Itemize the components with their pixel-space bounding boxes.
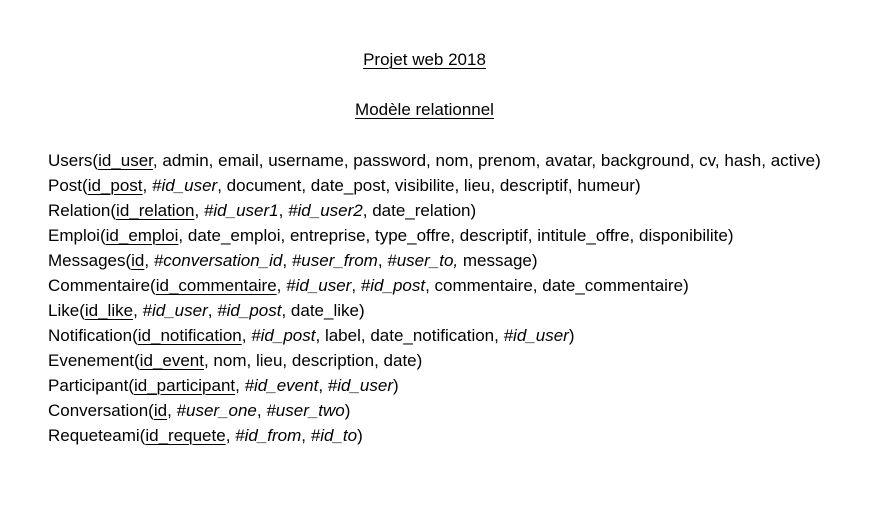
relation-name: Commentaire	[48, 276, 151, 295]
relation-name: Like	[48, 301, 80, 320]
attribute: date_emploi	[187, 226, 281, 245]
attribute: descriptif	[459, 226, 528, 245]
primary-key: id	[153, 401, 168, 420]
foreign-key: #id_user	[503, 326, 569, 345]
document-subtitle: Modèle relationnel	[355, 100, 494, 119]
foreign-key: #id_post	[251, 326, 316, 345]
primary-key: id_emploi	[105, 226, 179, 245]
relation-name: Users	[48, 151, 93, 170]
relation-commentaire: Commentaire(id_commentaire, #id_user, #i…	[48, 276, 689, 295]
foreign-key: #id_user	[327, 376, 393, 395]
attribute: email	[218, 151, 259, 170]
relation-name: Notification	[48, 326, 133, 345]
relation-name: Relation	[48, 201, 111, 220]
attribute: lieu	[463, 176, 491, 195]
attribute: active	[770, 151, 816, 170]
primary-key: id_participant	[134, 376, 236, 395]
attribute: description	[291, 351, 375, 370]
attribute: lieu	[255, 351, 283, 370]
attribute: password	[353, 151, 427, 170]
attribute: disponibilite	[639, 226, 728, 245]
primary-key: id_requete	[145, 426, 226, 445]
foreign-key: #user_two	[266, 401, 345, 420]
relation-name: Requeteami	[48, 426, 140, 445]
primary-key: id	[131, 251, 145, 270]
attribute: humeur	[577, 176, 635, 195]
relation-requeteami: Requeteami(id_requete, #id_from, #id_to)	[48, 426, 363, 445]
relation-relation: Relation(id_relation, #id_user1, #id_use…	[48, 201, 477, 220]
document-title: Projet web 2018	[363, 50, 486, 69]
foreign-key: #id_post	[217, 301, 282, 320]
attribute: date_notification	[370, 326, 495, 345]
relation-messages: Messages(id, #conversation_id, #user_fro…	[48, 251, 538, 270]
relation-name: Evenement	[48, 351, 134, 370]
primary-key: id_user	[98, 151, 153, 170]
foreign-key: #user_one	[176, 401, 257, 420]
relation-conversation: Conversation(id, #user_one, #user_two)	[48, 401, 351, 420]
relation-notification: Notification(id_notification, #id_post, …	[48, 326, 575, 345]
foreign-key: #conversation_id	[153, 251, 283, 270]
attribute: label	[324, 326, 361, 345]
relation-users: Users(id_user, admin, email, username, p…	[48, 151, 821, 170]
attribute: background	[600, 151, 690, 170]
attribute: type_offre	[375, 226, 451, 245]
attribute: admin	[162, 151, 209, 170]
relation-participant: Participant(id_participant, #id_event, #…	[48, 376, 399, 395]
attribute: username	[268, 151, 344, 170]
primary-key: id_event	[139, 351, 204, 370]
attribute: descriptif	[499, 176, 568, 195]
relational-schema: Users(id_user, admin, email, username, p…	[48, 148, 828, 448]
attribute: avatar	[545, 151, 592, 170]
foreign-key: #id_post	[360, 276, 426, 295]
relation-name: Messages	[48, 251, 126, 270]
primary-key: id_relation	[116, 201, 195, 220]
attribute: commentaire	[434, 276, 533, 295]
attribute: date_like	[290, 301, 359, 320]
relation-name: Emploi	[48, 226, 100, 245]
foreign-key: #user_from	[291, 251, 378, 270]
foreign-key: #id_user	[151, 176, 218, 195]
relation-evenement: Evenement(id_event, nom, lieu, descripti…	[48, 351, 423, 370]
attribute: hash	[724, 151, 762, 170]
foreign-key: #user_to,	[387, 251, 459, 270]
attribute: intitule_offre	[537, 226, 630, 245]
primary-key: id_commentaire	[155, 276, 277, 295]
attribute: entreprise	[289, 226, 366, 245]
attribute: date_relation	[372, 201, 471, 220]
relation-like: Like(id_like, #id_user, #id_post, date_l…	[48, 301, 365, 320]
attribute: date_commentaire	[542, 276, 684, 295]
attribute: message	[462, 251, 532, 270]
attribute: date_post	[310, 176, 386, 195]
attribute: cv	[699, 151, 715, 170]
attribute: nom	[435, 151, 469, 170]
attribute: visibilite	[394, 176, 455, 195]
foreign-key: #id_user1	[203, 201, 279, 220]
foreign-key: #id_to	[310, 426, 358, 445]
foreign-key: #id_event	[244, 376, 319, 395]
foreign-key: #id_user2	[288, 201, 363, 220]
relation-name: Post	[48, 176, 83, 195]
primary-key: id_post	[87, 176, 143, 195]
foreign-key: #id_user	[286, 276, 352, 295]
attribute: document	[226, 176, 302, 195]
relation-post: Post(id_post, #id_user, document, date_p…	[48, 176, 641, 195]
attribute: nom	[213, 351, 247, 370]
relation-name: Participant	[48, 376, 129, 395]
attribute: prenom	[478, 151, 536, 170]
attribute: date	[383, 351, 417, 370]
relation-name: Conversation	[48, 401, 149, 420]
foreign-key: #id_user	[142, 301, 208, 320]
primary-key: id_like	[84, 301, 134, 320]
foreign-key: #id_from	[235, 426, 302, 445]
relation-emploi: Emploi(id_emploi, date_emploi, entrepris…	[48, 226, 734, 245]
primary-key: id_notification	[137, 326, 242, 345]
